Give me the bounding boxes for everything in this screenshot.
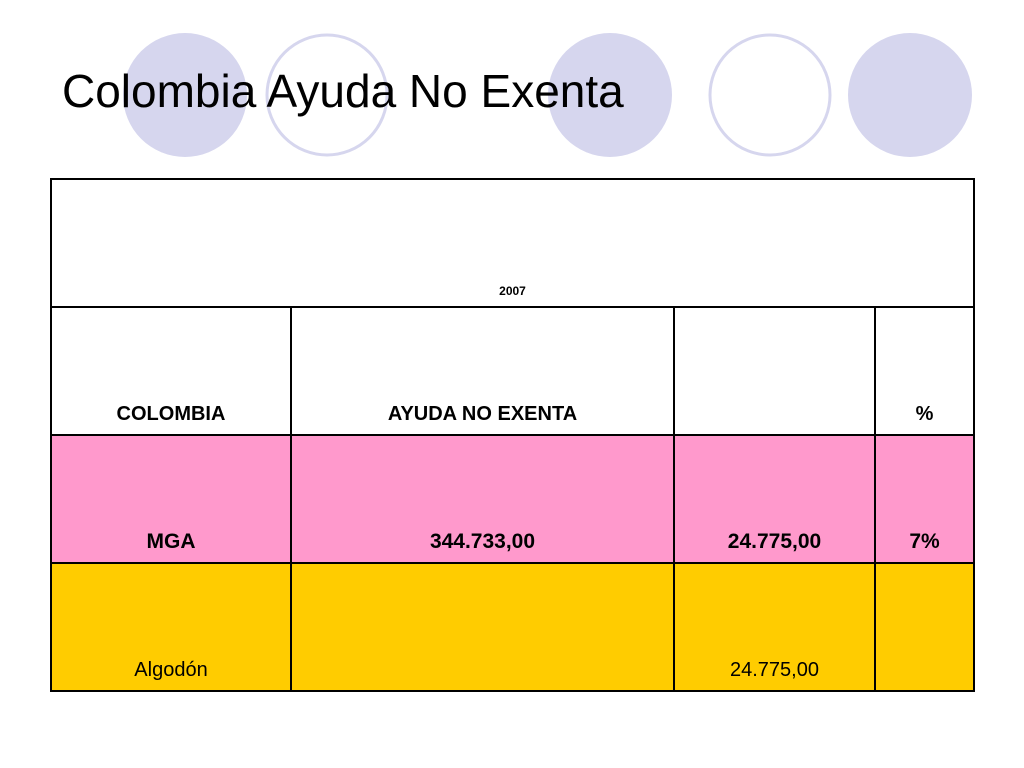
table-row-algodon: Algodón 24.775,00 <box>50 562 976 692</box>
cell-mga-aid: 344.733,00 <box>290 434 675 564</box>
header-cell-percent: % <box>873 306 976 436</box>
cell-algodon-aid <box>290 562 675 692</box>
table-row-year: 2007 <box>49 178 976 308</box>
decorative-circles <box>123 33 972 157</box>
table-header-row: COLOMBIA AYUDA NO EXENTA % <box>50 306 976 436</box>
deco-circle-filled-2 <box>548 33 672 157</box>
deco-circle-outline-1 <box>265 33 389 157</box>
cell-mga-percent: 7% <box>873 434 976 564</box>
cell-mga-amount: 24.775,00 <box>673 434 876 564</box>
aid-table: 2007 COLOMBIA AYUDA NO EXENTA % MGA 344.… <box>49 178 976 692</box>
header-cell-country: COLOMBIA <box>50 306 292 436</box>
header-cell-empty <box>673 306 876 436</box>
cell-algodon-percent <box>873 562 976 692</box>
deco-circle-filled-3 <box>848 33 972 157</box>
cell-algodon-amount: 24.775,00 <box>673 562 876 692</box>
cell-algodon-name: Algodón <box>50 562 292 692</box>
year-cell: 2007 <box>49 178 976 308</box>
header-cell-aid: AYUDA NO EXENTA <box>290 306 675 436</box>
deco-circle-outline-2 <box>708 33 832 157</box>
table-row-mga: MGA 344.733,00 24.775,00 7% <box>50 434 976 564</box>
deco-circle-filled-1 <box>123 33 247 157</box>
cell-mga-name: MGA <box>50 434 292 564</box>
slide-title: Colombia Ayuda No Exenta <box>62 65 624 117</box>
